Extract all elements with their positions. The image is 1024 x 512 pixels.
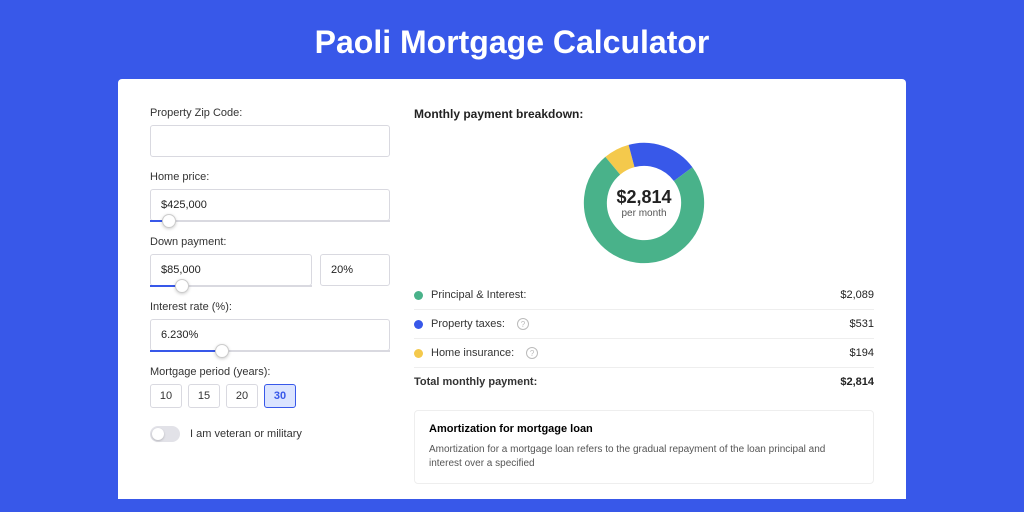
price-slider-thumb[interactable] — [162, 214, 176, 228]
period-option-15[interactable]: 15 — [188, 384, 220, 408]
price-label: Home price: — [150, 171, 390, 183]
donut-center: $2,814 per month — [580, 139, 708, 267]
legend-value: $2,089 — [840, 289, 874, 301]
down-pct-input[interactable] — [320, 254, 390, 286]
rate-input[interactable] — [150, 319, 390, 351]
zip-label: Property Zip Code: — [150, 107, 390, 119]
rate-field: Interest rate (%): — [150, 301, 390, 352]
donut-sub: per month — [621, 208, 666, 219]
down-field: Down payment: — [150, 236, 390, 287]
rate-label: Interest rate (%): — [150, 301, 390, 313]
veteran-label: I am veteran or military — [190, 428, 302, 440]
info-icon[interactable]: ? — [526, 347, 538, 359]
price-input[interactable] — [150, 189, 390, 221]
down-slider-thumb[interactable] — [175, 279, 189, 293]
down-slider[interactable] — [150, 285, 312, 287]
down-label: Down payment: — [150, 236, 390, 248]
rate-slider-thumb[interactable] — [215, 344, 229, 358]
zip-input[interactable] — [150, 125, 390, 157]
veteran-row: I am veteran or military — [150, 426, 390, 442]
total-value: $2,814 — [840, 376, 874, 388]
legend-dot — [414, 291, 423, 300]
info-icon[interactable]: ? — [517, 318, 529, 330]
zip-field: Property Zip Code: — [150, 107, 390, 157]
form-column: Property Zip Code: Home price: Down paym… — [150, 107, 390, 499]
legend-value: $194 — [850, 347, 874, 359]
calculator-card: Property Zip Code: Home price: Down paym… — [118, 79, 906, 499]
legend-row: Property taxes:? $531 — [414, 310, 874, 338]
page-title: Paoli Mortgage Calculator — [0, 0, 1024, 79]
toggle-knob — [152, 428, 164, 440]
veteran-toggle[interactable] — [150, 426, 180, 442]
price-slider[interactable] — [150, 220, 390, 222]
period-field: Mortgage period (years): 10152030 — [150, 366, 390, 408]
rate-slider[interactable] — [150, 350, 390, 352]
legend-dot — [414, 349, 423, 358]
donut-chart-wrap: $2,814 per month — [414, 133, 874, 281]
down-amount-input[interactable] — [150, 254, 312, 286]
total-label: Total monthly payment: — [414, 376, 537, 388]
legend-label: Home insurance: — [431, 347, 514, 359]
donut-chart: $2,814 per month — [580, 139, 708, 267]
legend-label: Principal & Interest: — [431, 289, 526, 301]
amortization-text: Amortization for a mortgage loan refers … — [429, 443, 859, 471]
amortization-title: Amortization for mortgage loan — [429, 423, 859, 435]
donut-amount: $2,814 — [616, 187, 671, 208]
legend-row: Principal & Interest: $2,089 — [414, 281, 874, 309]
legend-label: Property taxes: — [431, 318, 505, 330]
breakdown-title: Monthly payment breakdown: — [414, 107, 874, 121]
legend-row: Home insurance:? $194 — [414, 339, 874, 367]
legend-dot — [414, 320, 423, 329]
total-row: Total monthly payment: $2,814 — [414, 368, 874, 396]
period-option-20[interactable]: 20 — [226, 384, 258, 408]
period-label: Mortgage period (years): — [150, 366, 390, 378]
legend-value: $531 — [850, 318, 874, 330]
period-option-10[interactable]: 10 — [150, 384, 182, 408]
breakdown-column: Monthly payment breakdown: $2,814 per mo… — [414, 107, 874, 499]
price-field: Home price: — [150, 171, 390, 222]
period-option-30[interactable]: 30 — [264, 384, 296, 408]
amortization-box: Amortization for mortgage loan Amortizat… — [414, 410, 874, 484]
